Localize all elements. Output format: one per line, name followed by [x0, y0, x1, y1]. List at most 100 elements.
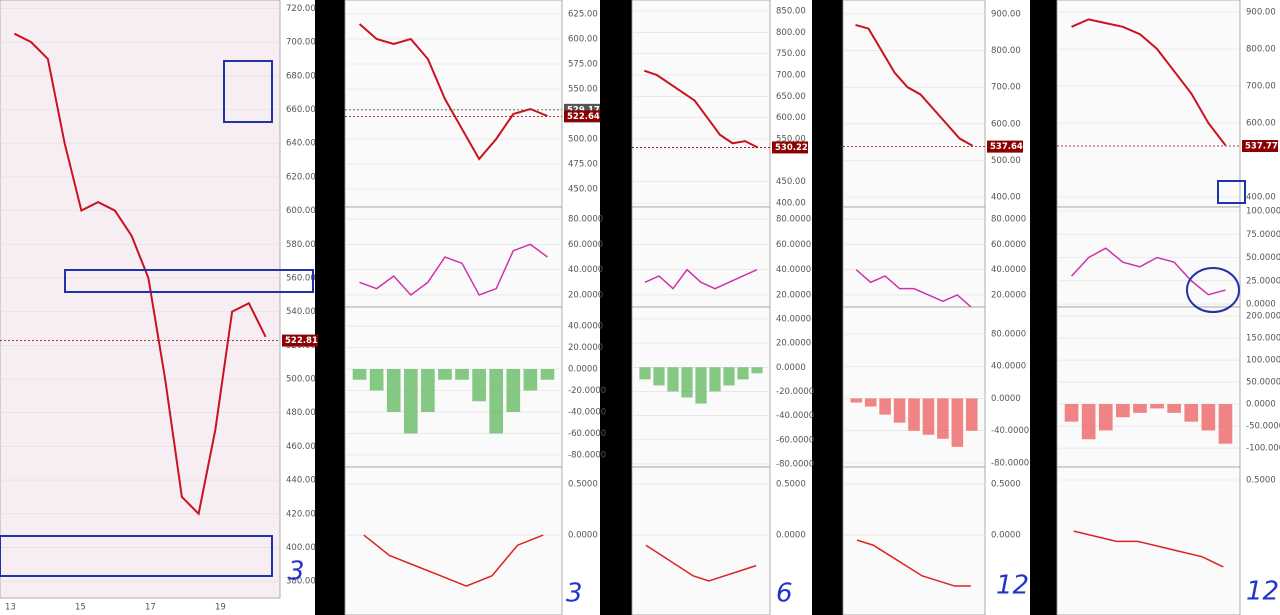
panel	[631, 206, 771, 308]
y-tick-label: 80.0000	[568, 215, 603, 225]
y-tick-label: 550.00	[776, 134, 806, 144]
y-tick-label: 0.0000	[776, 363, 806, 373]
price-tag-label: 530.22	[775, 143, 808, 153]
histogram-bar	[1184, 404, 1199, 422]
histogram-bar	[850, 398, 862, 403]
y-tick-label: 0.0000	[568, 365, 598, 375]
y-tick-label: 40.0000	[776, 265, 811, 275]
indicator-line	[644, 268, 758, 290]
histogram-bar	[1064, 404, 1079, 422]
histogram-bar	[908, 398, 920, 431]
y-tick-label: -60.0000	[776, 435, 814, 445]
y-tick-label: 700.00	[1246, 81, 1276, 91]
panel	[1056, 0, 1241, 208]
y-tick-label: 580.00	[286, 240, 316, 250]
panel	[344, 0, 563, 208]
y-tick-label: -20.0000	[568, 386, 606, 396]
x-tick-label: 15	[75, 603, 86, 613]
price-line	[643, 69, 759, 149]
panel	[842, 206, 986, 308]
histogram-bar	[1201, 404, 1216, 431]
y-tick-label: 460.00	[286, 442, 316, 452]
y-tick-label: 420.00	[286, 509, 316, 519]
indicator-line	[363, 534, 544, 587]
y-tick-label: -40.0000	[568, 407, 606, 417]
y-tick-label: 500.00	[991, 156, 1021, 166]
y-tick-label: 560.00	[286, 273, 316, 283]
y-tick-label: 700.00	[286, 38, 316, 48]
histogram-bar	[455, 369, 469, 380]
y-tick-label: 600.00	[776, 113, 806, 123]
y-tick-label: 60.0000	[776, 240, 811, 250]
x-tick-label: 13	[5, 603, 16, 613]
histogram-bar	[937, 398, 949, 439]
y-tick-label: 600.00	[568, 35, 598, 45]
panel	[631, 466, 771, 615]
y-tick-label: 900.00	[1246, 7, 1276, 17]
y-tick-label: 20.0000	[776, 339, 811, 349]
histogram-bar	[352, 369, 367, 380]
y-tick-label: 80.0000	[991, 215, 1026, 225]
y-tick-label: 0.0000	[1246, 300, 1276, 310]
y-tick-label: -60.0000	[568, 429, 606, 439]
x-tick-label: 17	[145, 603, 156, 613]
histogram-bar	[1133, 404, 1147, 413]
y-tick-label: -50.0000	[1246, 422, 1280, 432]
y-tick-label: 0.0000	[991, 531, 1021, 541]
y-tick-label: 700.00	[776, 71, 806, 81]
y-tick-label: -80.0000	[991, 458, 1029, 468]
panel	[842, 466, 986, 615]
y-tick-label: 40.0000	[991, 362, 1026, 372]
y-tick-label: 20.0000	[991, 290, 1026, 300]
price-tag	[1242, 140, 1278, 153]
highlight-box	[0, 535, 273, 577]
y-tick-label: 400.00	[1246, 193, 1276, 203]
y-tick-label: -100.0000	[1246, 444, 1280, 454]
histogram-bar	[1167, 404, 1181, 413]
highlight-box	[1217, 180, 1246, 204]
histogram-bar	[523, 369, 538, 391]
histogram-bar	[653, 367, 665, 386]
price-tag	[772, 141, 808, 154]
y-tick-label: 80.0000	[776, 215, 811, 225]
y-tick-label: 0.0000	[776, 531, 806, 541]
panel	[1056, 206, 1241, 308]
handwritten-note: 3	[566, 579, 583, 609]
histogram-bar	[737, 367, 749, 380]
y-tick-label: 625.00	[568, 10, 598, 20]
price-tag-label: 522.64	[567, 112, 600, 122]
y-tick-label: 550.00	[568, 85, 598, 95]
y-tick-label: 25.0000	[1246, 276, 1280, 286]
panel	[344, 206, 563, 308]
histogram-bar	[386, 369, 401, 412]
y-tick-label: 800.00	[1246, 44, 1276, 54]
panel	[0, 0, 281, 599]
histogram-bar	[667, 367, 679, 392]
histogram-bar	[369, 369, 384, 391]
y-tick-label: 450.00	[568, 185, 598, 195]
handwritten-note: 6	[776, 579, 793, 609]
y-tick-label: 0.0000	[1246, 400, 1276, 410]
y-tick-label: 20.0000	[568, 343, 603, 353]
highlight-box	[223, 60, 273, 123]
price-tag-label: 529.17	[567, 105, 600, 115]
y-tick-label: 400.00	[991, 193, 1021, 203]
histogram-bar	[438, 369, 452, 380]
histogram-bar	[864, 398, 877, 407]
panel	[842, 0, 986, 208]
histogram-bar	[403, 369, 418, 434]
histogram-bar	[1218, 404, 1233, 444]
y-tick-label: 500.00	[286, 375, 316, 385]
y-tick-label: 660.00	[286, 105, 316, 115]
indicator-line	[856, 539, 971, 587]
histogram-bar	[751, 367, 763, 374]
y-tick-label: 440.00	[286, 476, 316, 486]
price-line	[13, 32, 267, 516]
panel	[631, 0, 771, 208]
y-tick-label: 40.0000	[568, 265, 603, 275]
y-tick-label: 600.00	[991, 119, 1021, 129]
y-tick-label: 850.00	[776, 7, 806, 17]
panel	[1056, 466, 1241, 615]
